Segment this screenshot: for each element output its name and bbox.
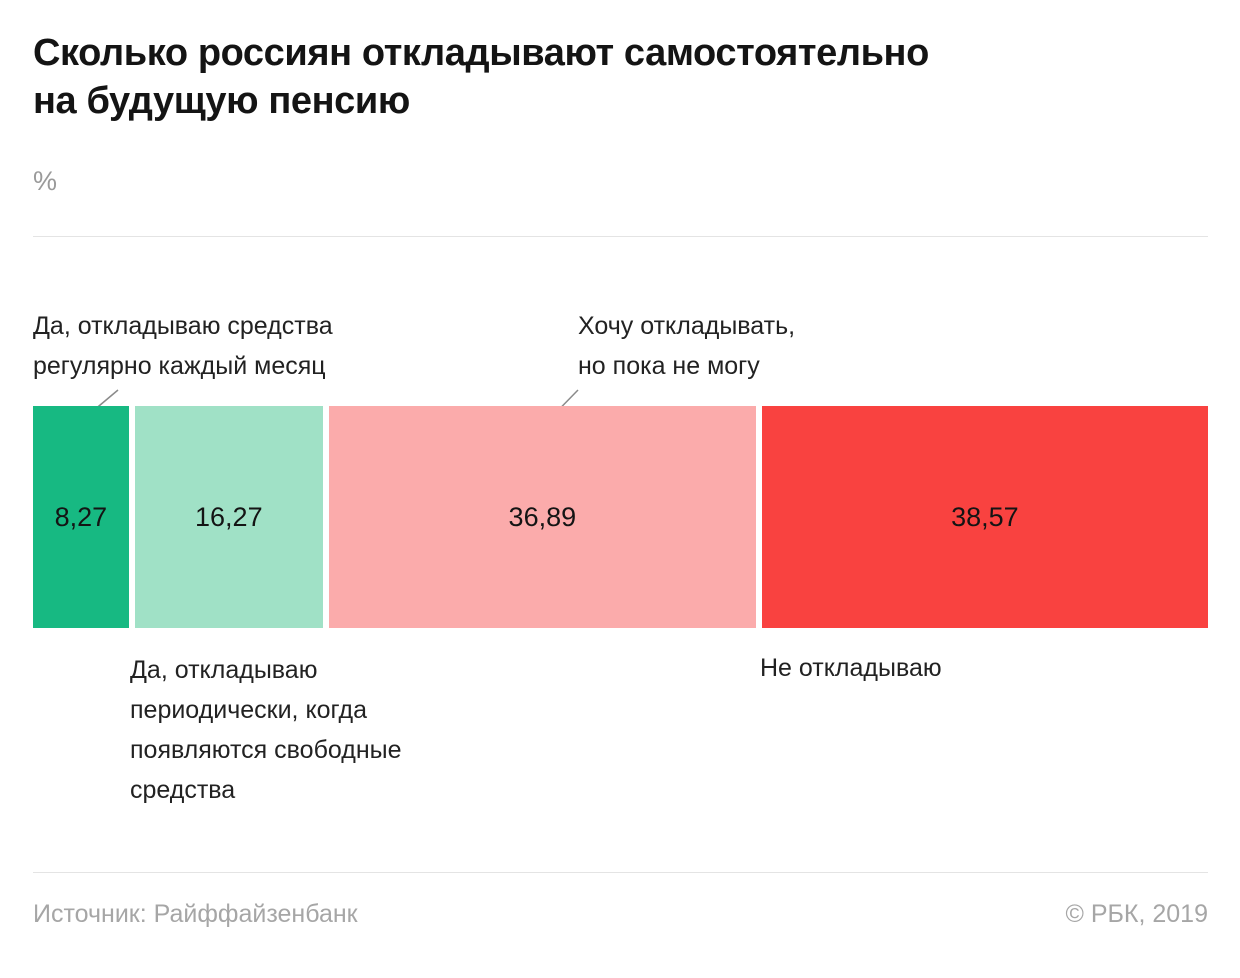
- bottom-divider: [33, 872, 1208, 873]
- bar-segment-value: 38,57: [951, 501, 1019, 532]
- top-divider: [33, 236, 1208, 237]
- annotation-regular-savers: Да, откладываю средства регулярно каждый…: [33, 312, 333, 380]
- bar-segment-value: 16,27: [195, 501, 263, 532]
- bar-segment-value: 36,89: [508, 501, 577, 532]
- bar-segment-4: 38,57: [761, 406, 1208, 628]
- bar-segment-2: 16,27: [134, 406, 323, 628]
- annotation-non-savers: Не откладываю: [760, 654, 942, 682]
- copyright-label: © РБК, 2019: [1065, 900, 1208, 928]
- annotation-want-to-save: Хочу откладывать, но пока не могу: [578, 312, 796, 380]
- bar-segment-value: 8,27: [54, 501, 108, 532]
- bar-segment-3: 36,89: [328, 406, 756, 628]
- bar-segment-1: 8,27: [33, 406, 129, 628]
- unit-label: %: [33, 166, 58, 196]
- source-label: Источник: Райффайзенбанк: [33, 900, 358, 928]
- annotation-periodic-savers: Да, откладываю периодически, когда появл…: [130, 656, 402, 804]
- page-title: Сколько россиян откладывают самостоятель…: [33, 32, 929, 122]
- stacked-bar: 8,27 16,27 36,89 38,57: [33, 406, 1208, 628]
